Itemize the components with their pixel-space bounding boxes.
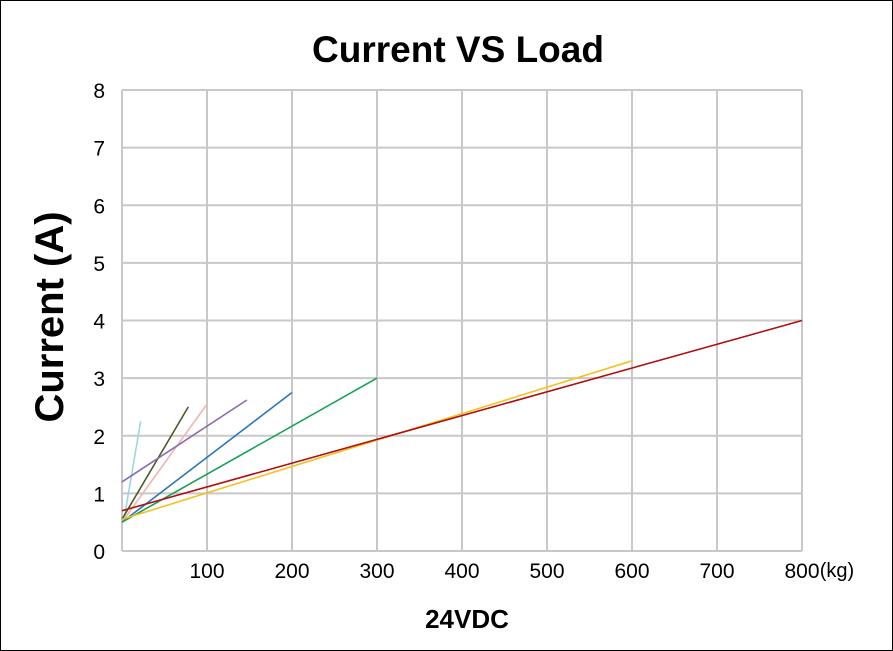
x-tick-label: 300 (359, 560, 394, 583)
x-tick-label: 700 (699, 560, 734, 583)
tick-layer: 0 1 2 3 4 5 6 7 8 100 200 300 400 500 600 700 800 (93, 80, 819, 583)
chart-title: Current VS Load (312, 29, 604, 70)
y-axis-label: Current (A) (28, 211, 72, 422)
y-tick-label: 7 (93, 138, 105, 161)
x-tick-label: 200 (274, 560, 309, 583)
x-tick-label: 400 (444, 560, 479, 583)
series-purple-line (121, 399, 248, 483)
series-olive-line (121, 406, 189, 520)
x-axis-label: 24VDC (425, 604, 509, 634)
x-tick-label: 600 (614, 560, 649, 583)
series-layer (121, 319, 803, 523)
y-tick-label: 3 (93, 368, 105, 391)
y-tick-label: 2 (93, 426, 105, 449)
x-axis-unit: (kg) (820, 560, 854, 582)
x-tick-label: 800 (784, 560, 819, 583)
y-tick-label: 4 (93, 311, 105, 334)
x-tick-label: 100 (189, 560, 224, 583)
series-pink-line (121, 403, 208, 523)
y-tick-label: 0 (93, 541, 105, 564)
x-tick-label: 500 (529, 560, 564, 583)
series-blue-line (121, 391, 293, 523)
series-dark-red-line (121, 319, 803, 512)
series-light-blue-line (123, 421, 142, 517)
y-tick-label: 8 (93, 80, 105, 103)
y-tick-label: 5 (93, 253, 105, 276)
y-tick-label: 1 (93, 483, 105, 506)
y-tick-label: 6 (93, 195, 105, 218)
